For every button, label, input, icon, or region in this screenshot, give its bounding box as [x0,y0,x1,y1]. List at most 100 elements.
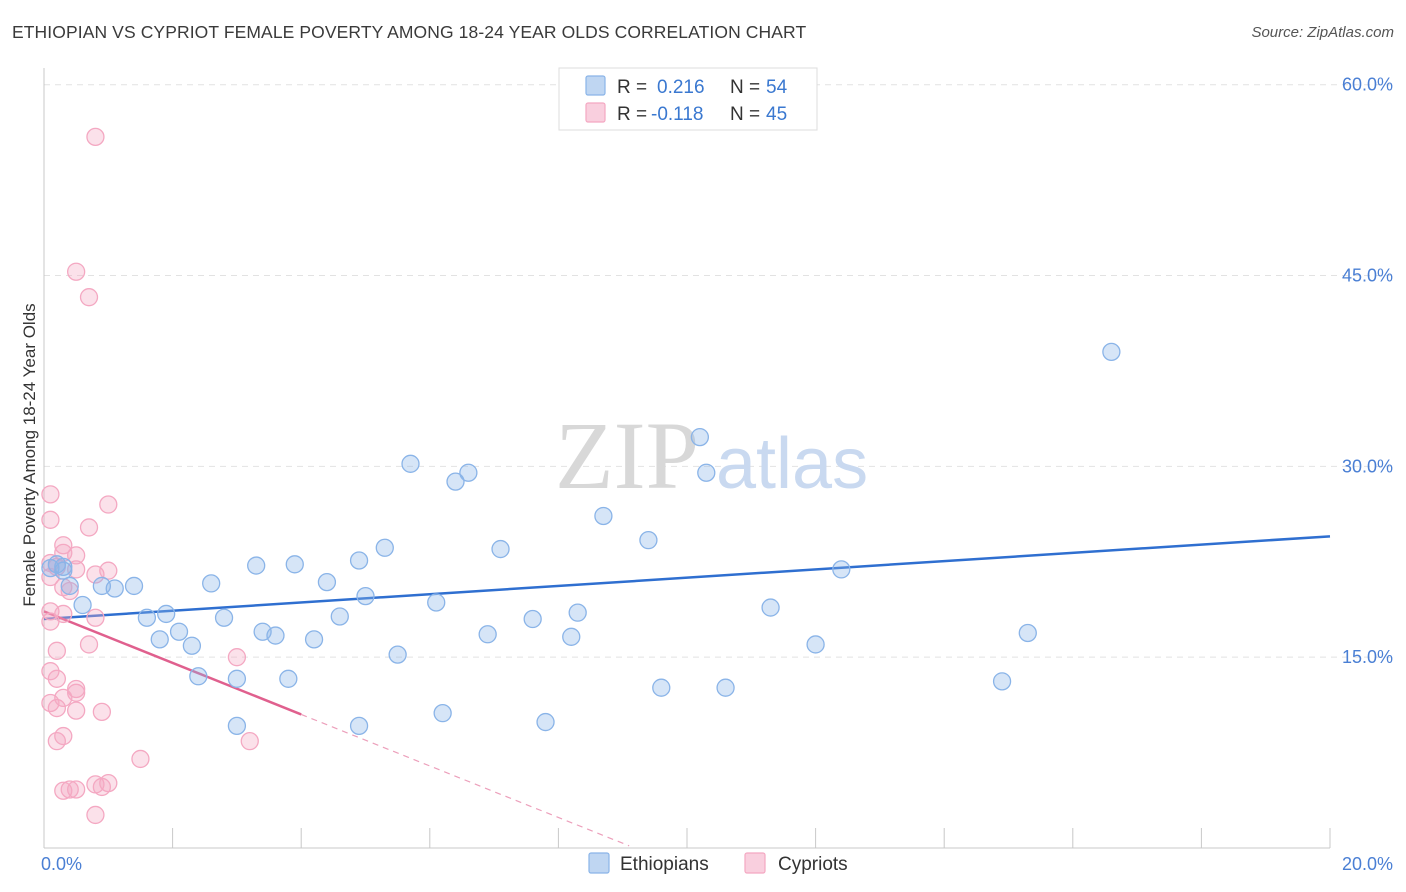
series-legend-cypriots: Cypriots [778,854,848,875]
point-ethiopians [446,472,465,491]
point-cypriots [79,288,99,307]
y-tick-label: 45.0% [1342,266,1393,286]
legend-r-ethiopians: 0.216 [657,77,705,98]
point-ethiopians [169,622,189,641]
point-cypriots [41,510,60,529]
point-ethiopians [247,556,266,575]
point-cypriots [86,127,105,147]
trend-line-ethiopians [43,535,1331,621]
trend-lines [43,535,1331,847]
series-legend-ethiopians: Ethiopians [620,854,709,875]
point-ethiopians [317,572,337,592]
x-tick-label: 20.0% [1342,854,1393,874]
series-legend: Ethiopians Cypriots [588,852,848,875]
legend-r-cypriots: -0.118 [651,104,703,125]
point-ethiopians [124,576,144,596]
x-tick-label: 0.0% [41,854,82,874]
point-cypriots [47,731,67,751]
legend-n-label: N = [730,104,760,125]
gridlines [44,84,1394,658]
point-ethiopians [697,463,716,482]
point-ethiopians [137,608,157,627]
point-ethiopians [349,551,369,570]
point-ethiopians [60,576,79,596]
point-ethiopians [1018,623,1037,643]
point-cypriots [47,698,67,718]
chart-title: ETHIOPIAN VS CYPRIOT FEMALE POVERTY AMON… [12,22,807,42]
watermark-zip: ZIP [555,402,699,509]
trend-extension-cypriots [300,713,630,847]
point-cypriots [67,262,86,281]
data-points [41,127,1121,825]
point-ethiopians [536,712,555,732]
point-cypriots [86,608,105,627]
point-ethiopians [992,672,1012,691]
point-cypriots [54,536,73,555]
legend-r-label: R = [617,77,647,98]
point-ethiopians [523,609,542,629]
point-ethiopians [202,574,221,593]
legend-n-cypriots: 45 [766,104,787,125]
point-ethiopians [562,627,581,646]
trend-line-cypriots [43,610,302,716]
point-ethiopians [459,463,478,482]
point-cypriots [86,565,105,584]
point-ethiopians [105,579,124,598]
point-ethiopians [150,630,169,649]
point-ethiopians [157,604,176,624]
point-cypriots [227,648,247,667]
point-ethiopians [716,678,735,697]
point-ethiopians [652,678,671,697]
point-ethiopians [761,598,780,617]
point-cypriots [131,749,150,769]
point-ethiopians [330,607,349,626]
point-ethiopians [182,636,202,655]
point-cypriots [86,805,105,825]
point-ethiopians [478,625,497,644]
legend-swatch-cypriots [585,102,606,123]
y-tick-label: 30.0% [1342,456,1393,476]
point-ethiopians [375,538,394,557]
y-tick-labels: 15.0% 30.0% 45.0% 60.0% [1342,75,1393,667]
axes [43,68,1331,849]
y-tick-label: 15.0% [1342,647,1393,667]
point-ethiopians [266,626,285,645]
point-ethiopians [690,427,710,447]
point-cypriots [67,546,86,565]
point-cypriots [41,612,60,631]
point-ethiopians [214,608,234,627]
series-legend-swatch-ethiopians [588,852,610,874]
point-ethiopians [349,716,369,736]
point-cypriots [92,702,112,722]
point-ethiopians [54,561,73,580]
point-ethiopians [594,506,613,526]
point-ethiopians [639,530,658,550]
point-ethiopians [427,593,446,612]
chart-source: Source: ZipAtlas.com [1251,24,1394,41]
y-axis-title: Female Poverty Among 18-24 Year Olds [20,303,39,606]
point-ethiopians [285,555,304,574]
point-cypriots [67,701,86,720]
point-cypriots [60,780,79,799]
legend-r-label: R = [617,104,647,125]
point-cypriots [47,641,67,660]
point-cypriots [99,495,118,514]
point-cypriots [240,731,259,751]
point-ethiopians [433,704,452,723]
point-ethiopians [401,454,420,473]
point-ethiopians [806,635,825,654]
point-cypriots [47,669,67,688]
point-ethiopians [189,667,208,686]
legend-swatch-ethiopians [585,75,606,96]
legend-n-label: N = [730,77,760,98]
point-cypriots [92,777,112,797]
legend-n-ethiopians: 54 [766,77,788,98]
point-ethiopians [568,603,587,622]
y-tick-label: 60.0% [1342,75,1393,95]
series-legend-swatch-cypriots [744,852,766,874]
point-ethiopians [279,669,298,688]
point-cypriots [41,485,60,504]
point-ethiopians [832,560,851,579]
watermark: ZIP atlas [555,402,868,509]
point-ethiopians [227,669,247,688]
